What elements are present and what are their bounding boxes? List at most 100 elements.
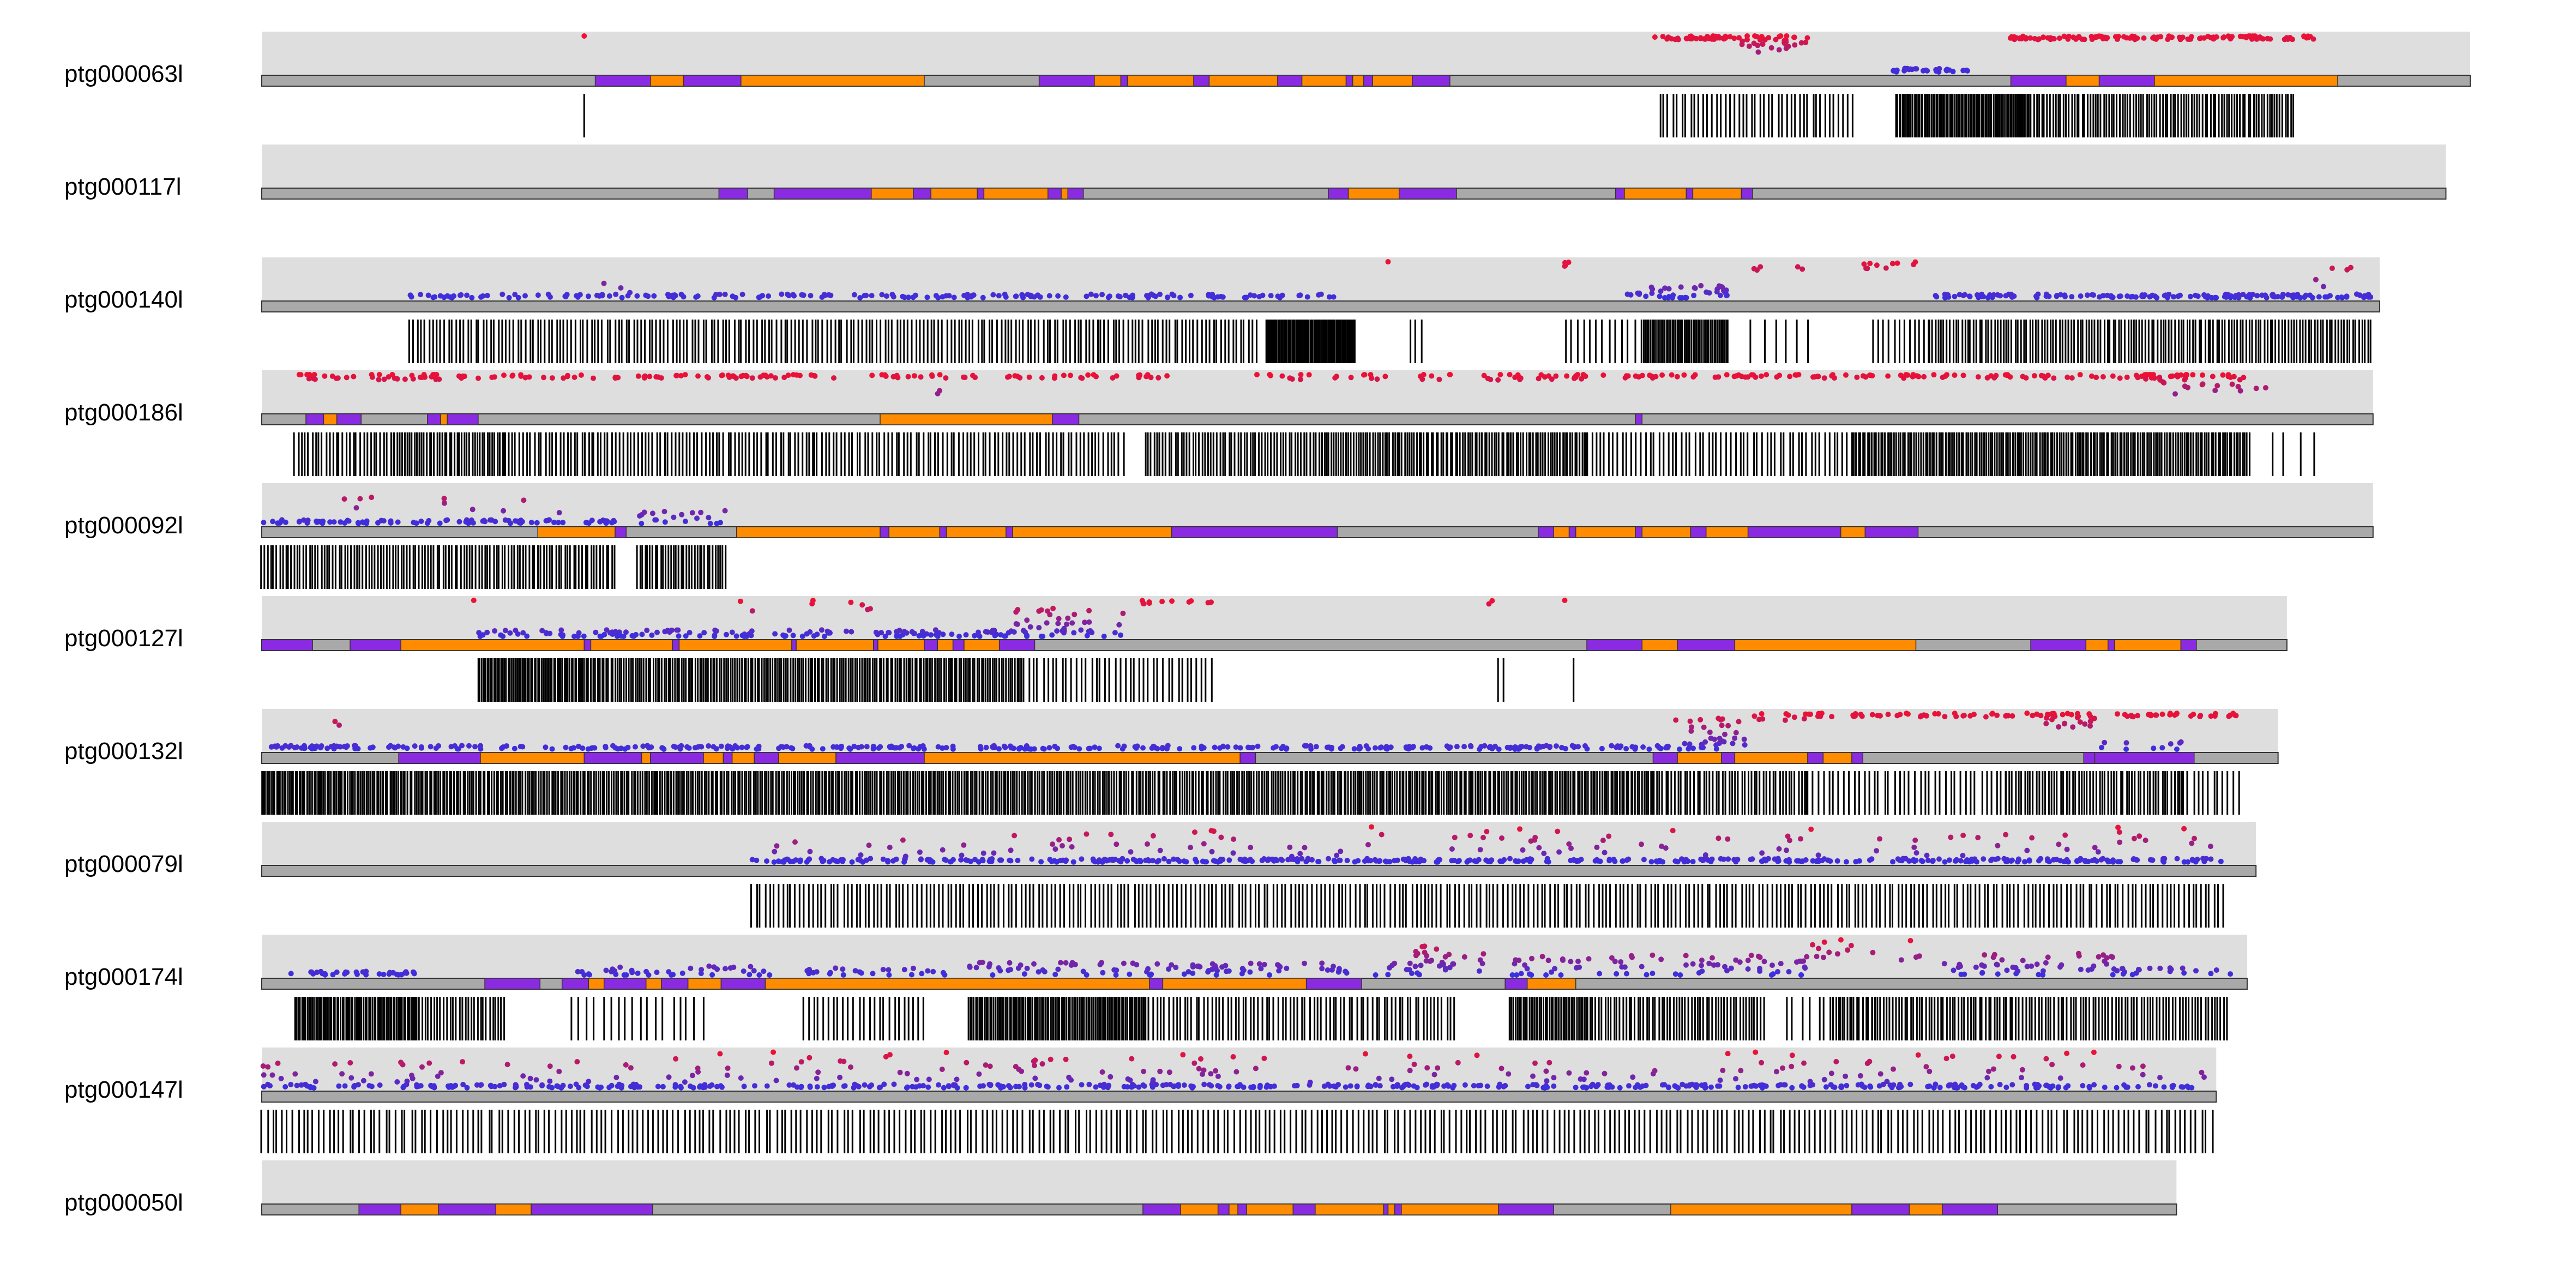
data-point <box>601 280 607 286</box>
data-point <box>1961 713 1967 718</box>
data-point <box>1140 745 1146 751</box>
data-point <box>2174 711 2180 717</box>
data-point <box>633 744 638 750</box>
data-point <box>991 743 997 749</box>
data-point <box>1007 857 1013 863</box>
data-point <box>555 520 561 526</box>
data-point <box>341 496 347 502</box>
data-point <box>1093 293 1099 299</box>
data-point <box>812 373 818 379</box>
data-point <box>1628 292 1634 298</box>
data-point <box>848 629 854 635</box>
data-point <box>1124 858 1130 864</box>
data-point <box>480 518 486 524</box>
data-point <box>1659 372 1665 378</box>
data-point <box>642 373 648 379</box>
data-point <box>1050 605 1056 611</box>
data-point <box>1754 34 1760 40</box>
data-point <box>1504 744 1510 750</box>
data-point <box>418 519 424 524</box>
data-point <box>1658 288 1664 294</box>
data-point <box>2159 745 2165 751</box>
data-point <box>737 598 743 604</box>
contig-segment <box>1301 75 1347 87</box>
data-point <box>754 857 760 863</box>
data-point <box>791 372 796 378</box>
data-point <box>1056 616 1062 622</box>
data-point <box>733 633 739 639</box>
data-point <box>1925 857 1931 863</box>
data-point <box>1078 627 1084 633</box>
data-point <box>1776 47 1782 53</box>
data-point <box>1745 374 1751 380</box>
data-point <box>1373 745 1378 751</box>
data-point <box>2163 292 2169 298</box>
data-point <box>510 372 516 378</box>
data-point <box>877 744 883 750</box>
data-point <box>1101 634 1107 639</box>
data-point <box>1157 291 1163 297</box>
data-point <box>951 294 957 300</box>
data-point <box>1379 744 1385 750</box>
data-point <box>1105 294 1111 300</box>
data-point <box>1666 294 1672 299</box>
data-point <box>1275 293 1281 299</box>
data-point <box>1093 374 1099 380</box>
data-point <box>615 746 621 752</box>
data-point <box>676 744 682 750</box>
contig-segment <box>946 526 1007 538</box>
data-point <box>1305 856 1311 862</box>
data-point <box>1116 622 1122 628</box>
data-point <box>1039 375 1045 381</box>
data-point <box>2177 740 2183 746</box>
data-point <box>658 375 664 381</box>
data-point <box>2061 33 2067 39</box>
data-point <box>1758 264 1764 270</box>
data-point <box>558 631 564 637</box>
data-point <box>1736 35 1742 41</box>
contig-panel <box>262 145 2446 189</box>
data-point <box>695 744 701 750</box>
data-point <box>2077 719 2083 725</box>
data-point <box>469 294 475 300</box>
data-point <box>1035 292 1040 298</box>
data-point <box>1910 374 1916 380</box>
data-point <box>2244 294 2250 300</box>
data-point <box>1112 630 1118 636</box>
data-point <box>2172 391 2178 397</box>
contig-segment <box>2085 639 2109 651</box>
data-point <box>1015 857 1021 863</box>
data-point <box>2279 294 2285 300</box>
data-point <box>1377 858 1383 864</box>
data-point <box>1004 374 1010 380</box>
data-point <box>2339 294 2344 300</box>
data-point <box>1368 372 1374 377</box>
data-point <box>1735 857 1741 863</box>
data-point <box>749 628 755 634</box>
data-point <box>1689 724 1694 730</box>
data-point <box>277 520 282 526</box>
data-point <box>1623 373 1629 379</box>
data-point <box>1657 293 1663 299</box>
data-point <box>749 608 755 614</box>
data-point <box>1410 859 1416 865</box>
data-point <box>1869 856 1875 862</box>
data-point <box>556 510 562 516</box>
data-point <box>487 517 493 523</box>
contig-segment <box>590 639 673 651</box>
data-point <box>1160 745 1165 750</box>
data-point <box>1046 745 1052 751</box>
data-point <box>1921 374 1927 380</box>
data-point <box>591 375 596 381</box>
data-point <box>470 507 476 513</box>
data-point <box>2208 856 2214 862</box>
data-point <box>2183 372 2189 377</box>
data-point <box>1166 858 1172 864</box>
data-point <box>958 857 964 863</box>
data-point <box>476 375 481 381</box>
data-point <box>1707 729 1713 735</box>
data-point <box>1793 372 1799 378</box>
data-point <box>1897 857 1903 863</box>
data-point <box>1201 745 1207 751</box>
data-point <box>549 375 555 381</box>
